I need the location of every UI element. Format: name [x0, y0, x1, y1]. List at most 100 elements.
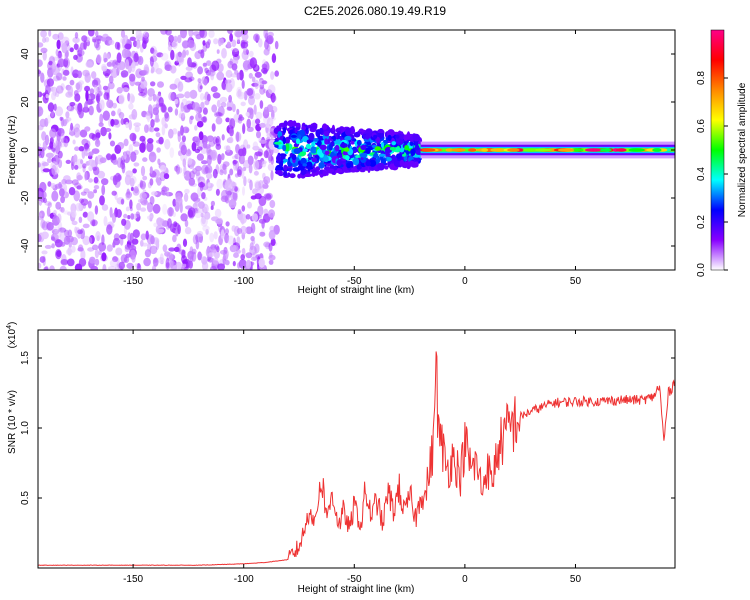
heatmap-cell — [247, 201, 252, 209]
heatmap-cell — [137, 55, 144, 66]
heatmap-cell — [140, 233, 147, 241]
heatmap-cell — [103, 92, 109, 100]
heatmap-cell — [330, 140, 335, 147]
heatmap-cell — [221, 48, 227, 59]
heatmap-cell — [269, 225, 275, 232]
heatmap-cell — [80, 191, 87, 196]
heatmap-cell — [152, 107, 159, 116]
heatmap-cell — [77, 70, 82, 79]
heatmap-cell — [38, 162, 41, 168]
heatmap-cell — [234, 225, 240, 237]
heatmap-cell — [305, 143, 312, 150]
heatmap-cell — [413, 156, 418, 162]
heatmap-cell — [250, 256, 258, 261]
x-tick-label: 50 — [570, 276, 582, 287]
heatmap-cell — [120, 70, 129, 78]
heatmap-cell — [202, 141, 208, 149]
heatmap-cell — [421, 148, 436, 152]
heatmap-cell — [39, 181, 47, 193]
heatmap-cell — [89, 88, 95, 95]
heatmap-cell — [242, 60, 251, 71]
heatmap-cell — [202, 225, 210, 232]
heatmap-cell — [130, 95, 136, 103]
heatmap-cell — [59, 116, 63, 121]
heatmap-cell — [63, 138, 69, 148]
heatmap-cell — [268, 209, 275, 218]
heatmap-cell — [71, 179, 79, 186]
heatmap-cell — [124, 43, 132, 50]
heatmap-cell — [223, 248, 229, 260]
heatmap-cell — [77, 184, 83, 190]
heatmap-cell — [225, 117, 230, 123]
heatmap-cell — [91, 71, 97, 79]
heatmap-cell — [93, 84, 98, 94]
heatmap-cell — [116, 157, 123, 168]
heatmap-cell — [213, 231, 218, 240]
heatmap-cell — [145, 112, 151, 120]
heatmap-cell — [51, 243, 55, 249]
heatmap-cell — [164, 251, 171, 257]
heatmap-cell — [408, 160, 416, 167]
heatmap-cell — [210, 72, 215, 81]
heatmap-cell — [112, 159, 119, 165]
heatmap-cell — [584, 148, 603, 152]
heatmap-cell — [306, 170, 311, 175]
heatmap-cell — [82, 235, 90, 246]
heatmap-cell — [282, 136, 286, 145]
heatmap-cell — [70, 122, 74, 131]
heatmap-cell — [155, 132, 161, 138]
heatmap-cell — [243, 90, 248, 101]
heatmap-cell — [41, 191, 47, 200]
heatmap-cell — [120, 160, 126, 170]
heatmap-cell — [241, 79, 245, 89]
heatmap-cell — [129, 199, 133, 209]
heatmap-cell — [234, 173, 239, 178]
heatmap-cell — [250, 195, 257, 200]
heatmap-cell — [269, 130, 276, 139]
heatmap-cell — [125, 121, 129, 129]
heatmap-cell — [387, 129, 395, 137]
heatmap-cell — [157, 158, 161, 165]
heatmap-cell — [83, 143, 90, 150]
heatmap-cell — [359, 152, 368, 158]
heatmap-cell — [140, 165, 146, 177]
heatmap-cell — [149, 126, 155, 133]
heatmap-cell — [141, 242, 149, 247]
heatmap-cell — [202, 62, 207, 67]
heatmap-cell — [322, 123, 328, 130]
heatmap-cell — [127, 215, 131, 220]
heatmap-cell — [85, 90, 89, 102]
heatmap-cell — [227, 30, 233, 34]
heatmap-cell — [395, 134, 400, 139]
heatmap-cell — [251, 76, 256, 83]
heatmap-cell — [178, 112, 183, 119]
heatmap-cell — [252, 188, 258, 195]
heatmap-cell — [82, 211, 88, 218]
colorbar-tick-label: 0.6 — [696, 119, 707, 133]
heatmap-cell — [236, 35, 241, 44]
heatmap-cell — [294, 127, 298, 134]
x-tick-label: 0 — [462, 574, 468, 585]
heatmap-cell — [81, 35, 88, 42]
heatmap-cell — [67, 229, 73, 238]
heatmap-cell — [116, 209, 122, 218]
heatmap-cell — [267, 36, 273, 45]
heatmap-cell — [334, 144, 340, 152]
heatmap-cell — [79, 129, 88, 138]
heatmap-cell — [225, 83, 233, 93]
heatmap-cell — [130, 186, 134, 192]
heatmap-cell — [51, 61, 57, 70]
heatmap-cell — [248, 163, 253, 174]
heatmap-cell — [255, 111, 263, 120]
heatmap-cell — [125, 59, 130, 70]
heatmap-cell — [295, 122, 301, 128]
heatmap-cell — [82, 223, 90, 229]
heatmap-cell — [216, 99, 221, 108]
heatmap-cell — [77, 229, 83, 235]
heatmap-cell — [264, 32, 269, 43]
heatmap-cell — [199, 30, 205, 38]
heatmap-cell — [83, 40, 87, 50]
heatmap-cell — [192, 102, 200, 111]
heatmap-cell — [177, 51, 182, 58]
heatmap-cell — [337, 131, 341, 136]
